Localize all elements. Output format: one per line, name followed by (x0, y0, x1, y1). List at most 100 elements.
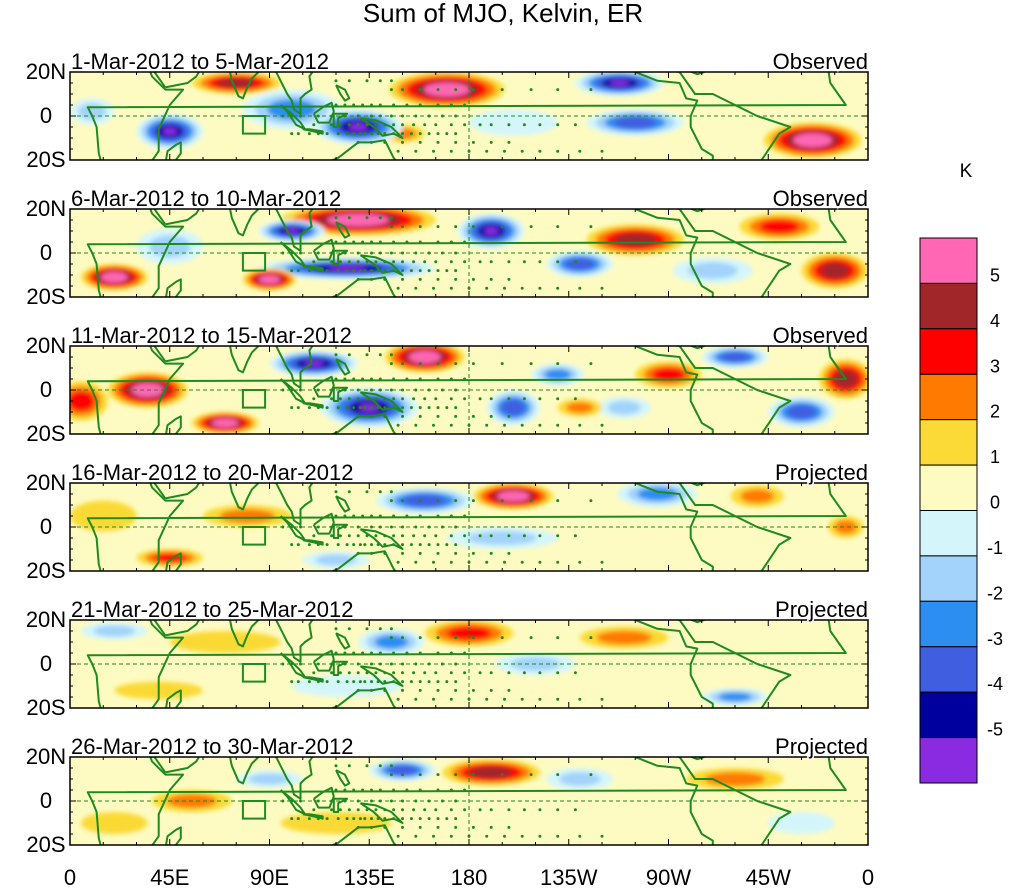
island-dot (412, 671, 416, 675)
island-dot (409, 543, 413, 547)
island-dot (383, 543, 387, 547)
island-dot (573, 671, 577, 675)
island-dot (418, 688, 422, 692)
island-dot (343, 788, 347, 792)
island-dot (436, 88, 440, 92)
island-dot (358, 406, 362, 410)
island-dot (370, 688, 373, 692)
island-dot (392, 397, 396, 401)
island-dot (389, 490, 393, 494)
island-dot (432, 560, 435, 564)
island-dot (356, 260, 360, 264)
island-dot (412, 534, 416, 538)
island-dot (427, 406, 431, 410)
island-dot (449, 651, 453, 655)
island-dot (290, 388, 294, 392)
island-dot (365, 353, 369, 357)
coastlines (86, 209, 847, 297)
island-dot (290, 406, 294, 410)
island-dot (449, 397, 453, 401)
island-dot (392, 808, 396, 812)
island-dot (356, 688, 360, 692)
island-dot (556, 697, 560, 701)
island-dot (343, 240, 347, 244)
island-dot (383, 680, 387, 684)
island-dot (434, 260, 438, 264)
island-dot (434, 534, 438, 538)
x-tick-label: 90W (646, 865, 691, 889)
island-dot (361, 788, 365, 792)
island-dot (361, 514, 365, 518)
island-dot (520, 286, 524, 290)
island-dot (356, 825, 360, 829)
colorbar-units-label: K (960, 161, 973, 182)
island-dot (374, 260, 378, 264)
island-dot (392, 269, 396, 273)
island-dot (383, 534, 387, 538)
coastline (153, 620, 201, 637)
anomaly-contour (544, 369, 571, 381)
coastline (689, 483, 705, 487)
anomaly-contour (565, 402, 594, 414)
anomaly-contour (759, 220, 800, 234)
island-dot (352, 788, 356, 792)
island-dot (489, 260, 493, 264)
island-dot (471, 551, 475, 555)
island-dot (573, 808, 577, 812)
anomaly-contour (423, 82, 470, 97)
island-dot (378, 103, 382, 107)
island-dot (409, 132, 413, 136)
island-dot (414, 834, 418, 838)
island-dot (538, 534, 542, 538)
island-dot (454, 543, 458, 547)
island-dot (396, 834, 400, 838)
panel-kind-label: Projected (775, 734, 868, 759)
island-dot (556, 123, 560, 127)
island-dot (345, 406, 349, 410)
colorbar-label: 1 (990, 447, 1000, 467)
island-dot (449, 560, 453, 564)
colorbar-swatch (919, 600, 978, 648)
island-dot (489, 277, 493, 281)
x-tick-label: 0 (64, 865, 76, 889)
island-dot (343, 514, 347, 518)
island-dot (556, 362, 560, 366)
island-dot (389, 773, 393, 777)
island-dot (316, 269, 320, 273)
island-dot (485, 697, 489, 701)
anomaly-blobs (70, 72, 862, 158)
island-dot (361, 651, 365, 655)
island-dot (325, 406, 329, 410)
island-dot (363, 269, 367, 273)
island-dot (500, 88, 504, 92)
island-dot (325, 817, 329, 821)
island-dot (600, 286, 604, 290)
island-dot (370, 680, 373, 684)
island-dot (471, 225, 475, 229)
island-dot (436, 551, 440, 555)
colorbar-swatch (919, 373, 978, 421)
y-tick-label: 0 (40, 514, 52, 539)
anomaly-contour (258, 275, 281, 284)
island-dot (401, 414, 404, 418)
island-dot (463, 240, 467, 244)
colorbar-swatch (919, 237, 978, 284)
coastline (335, 358, 351, 376)
island-dot (336, 132, 340, 136)
x-tick-label: 90E (250, 865, 289, 889)
coastline (633, 72, 792, 160)
island-dot (334, 353, 338, 357)
island-dot (538, 808, 542, 812)
coastline (689, 757, 705, 761)
island-dot (578, 286, 582, 290)
colorbar-label: 2 (990, 402, 1000, 422)
anomaly-contour (596, 630, 652, 645)
island-dot (307, 817, 311, 821)
island-dot (520, 697, 524, 701)
island-dot (454, 773, 458, 777)
island-dot (307, 132, 311, 136)
island-dot (347, 808, 351, 812)
colorbar-swatch (919, 419, 978, 466)
island-dot (427, 132, 431, 136)
anomaly-contour (614, 233, 657, 247)
